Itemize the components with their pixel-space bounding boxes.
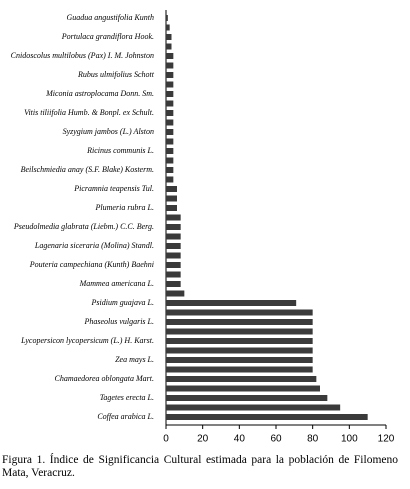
bar (166, 24, 170, 31)
bar (166, 205, 177, 211)
bar (166, 357, 313, 363)
x-tick-label: 80 (307, 434, 319, 445)
x-tick-label: 100 (341, 434, 358, 445)
bar (166, 186, 177, 192)
bar (166, 414, 368, 420)
y-tick-label: Pouteria campechiana (Kunth) Baehni (29, 260, 154, 269)
bar (166, 290, 185, 297)
x-tick-label: 120 (378, 434, 395, 445)
bar (166, 385, 320, 392)
bar (166, 53, 174, 59)
bar (166, 43, 172, 50)
bar (166, 404, 341, 411)
y-tick-label: Pseudolmedia glabrata (Liebm.) C.C. Berg… (13, 222, 154, 231)
bar (166, 395, 328, 401)
bar (166, 62, 174, 69)
y-tick-label: Lagenaria siceraria (Molina) Standl. (34, 241, 154, 250)
bar (166, 167, 174, 173)
y-tick-label: Phaseolus vulgaris L. (83, 317, 154, 326)
y-tick-label: Zea mays L. (115, 355, 154, 364)
bar (166, 347, 313, 354)
y-tick-label: Vitis tiliifolia Humb. & Bonpl. ex Schul… (24, 108, 154, 117)
chart: 0 20 40 60 80 100 120 Guadua angustifolia Kunth… (11, 10, 395, 445)
bar (166, 34, 172, 40)
bar (166, 252, 181, 259)
bar (166, 176, 174, 183)
bar (166, 224, 181, 230)
x-tick-label: 60 (270, 434, 282, 445)
y-tick-label: Portulaca grandiflora Hook. (61, 32, 154, 41)
bar (166, 195, 177, 202)
bar (166, 281, 181, 287)
y-tick-label: Tagetes erecta L. (100, 393, 154, 402)
y-tick-label: Chamaedorea oblongata Mart. (55, 374, 154, 383)
y-tick-label: Picramnia teapensis Tul. (73, 184, 154, 193)
bar (166, 233, 181, 240)
bar (166, 262, 181, 268)
bar (166, 243, 181, 249)
y-tick-label: Rubus ulmifolius Schott (77, 70, 155, 79)
y-tick-label: Plumeria rubra L. (95, 203, 154, 212)
y-tick-label: Syzygium jambos (L.) Alston (63, 127, 154, 136)
bar (166, 271, 181, 278)
bar (166, 15, 168, 21)
bar (166, 366, 313, 373)
y-tick-label: Cnidoscolus multilobus (Pax) I. M. Johns… (11, 51, 154, 60)
y-tick-label: Psidium guajava L. (91, 298, 154, 307)
x-tick-label: 20 (197, 434, 209, 445)
bar (166, 309, 313, 316)
y-tick-label: Coffea arabica L. (97, 412, 154, 421)
bar (166, 129, 174, 135)
caption: Figura 1. Índice de Significancia Cultur… (2, 454, 398, 479)
y-tick-label: Miconia astroplocama Donn. Sm. (45, 89, 154, 98)
bar (166, 119, 174, 126)
bar (166, 148, 174, 154)
y-tick-label: Ricinus communis L. (86, 146, 154, 155)
bar (166, 338, 313, 344)
bar (166, 91, 174, 97)
y-tick-label: Guadua angustifolia Kunth (66, 13, 154, 22)
bar (166, 81, 174, 88)
y-tick-label: Beilschmiedia anay (S.F. Blake) Kosterm. (21, 165, 154, 174)
bar (166, 100, 174, 107)
y-tick-label: Mammea americana L. (79, 279, 154, 288)
bar (166, 300, 297, 306)
bar (166, 110, 174, 116)
x-tick-label: 0 (163, 434, 169, 445)
bar (166, 328, 313, 335)
bar (166, 157, 174, 164)
x-tick-label: 40 (234, 434, 246, 445)
bar (166, 72, 174, 78)
y-tick-label: Lycopersicon lycopersicum (L.) H. Karst. (20, 336, 154, 345)
bar (166, 319, 313, 325)
bar (166, 138, 174, 145)
bar (166, 214, 181, 221)
bar (166, 376, 317, 382)
